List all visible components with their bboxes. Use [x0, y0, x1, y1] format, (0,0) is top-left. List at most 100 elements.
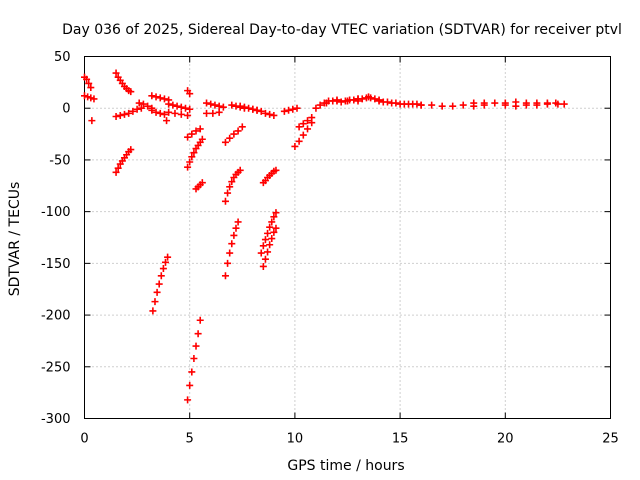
- data-point: [522, 99, 530, 107]
- data-series: [184, 135, 206, 171]
- data-series: [81, 73, 95, 92]
- data-point: [304, 117, 312, 125]
- y-tick-label: -150: [41, 257, 71, 272]
- data-point: [261, 255, 269, 263]
- y-tick-label: -50: [49, 153, 70, 168]
- data-point: [268, 218, 276, 226]
- data-point: [219, 103, 227, 111]
- data-point: [83, 75, 91, 83]
- data-point: [90, 95, 98, 103]
- data-series: [203, 99, 227, 111]
- data-series: [291, 119, 316, 150]
- data-point: [127, 146, 135, 154]
- data-point: [383, 98, 391, 106]
- data-point: [192, 127, 200, 135]
- data-point: [157, 272, 165, 280]
- data-point: [266, 223, 274, 231]
- data-point: [87, 94, 95, 102]
- data-series: [112, 104, 145, 120]
- data-point: [295, 123, 303, 131]
- data-point: [221, 138, 229, 146]
- x-tick-label: 0: [80, 432, 88, 447]
- data-point: [186, 105, 194, 113]
- data-point: [322, 99, 330, 107]
- data-point: [203, 99, 211, 107]
- data-point: [280, 107, 288, 115]
- data-point: [367, 94, 375, 102]
- data-point: [221, 197, 229, 205]
- data-series: [354, 94, 425, 109]
- data-point: [133, 105, 141, 113]
- y-tick-label: -200: [41, 309, 71, 324]
- data-point: [148, 92, 156, 100]
- data-point: [270, 111, 278, 119]
- data-point: [190, 149, 198, 157]
- data-point: [184, 133, 192, 141]
- data-series: [257, 209, 280, 257]
- data-point: [188, 368, 196, 376]
- data-point: [333, 96, 341, 104]
- data-series: [184, 316, 204, 404]
- x-tick-label: 20: [497, 432, 514, 447]
- x-tick-label: 5: [186, 432, 194, 447]
- data-point: [165, 108, 173, 116]
- y-axis-title: SDTVAR / TECUs: [7, 182, 23, 297]
- data-point: [160, 110, 168, 118]
- y-tick-label: 0: [62, 102, 70, 117]
- data-point: [171, 109, 179, 117]
- data-point: [228, 178, 236, 186]
- data-point: [188, 130, 196, 138]
- data-point: [190, 355, 198, 363]
- data-series: [259, 224, 280, 270]
- data-point: [137, 104, 145, 112]
- plot-frame: [84, 56, 611, 419]
- data-series: [148, 92, 173, 104]
- data-series: [192, 179, 206, 193]
- data-point: [270, 213, 278, 221]
- data-point: [160, 95, 168, 103]
- data-point: [236, 102, 244, 110]
- data-point: [543, 99, 551, 107]
- data-point: [224, 259, 232, 267]
- data-point: [215, 102, 223, 110]
- data-series: [165, 108, 192, 119]
- y-tick-label: 50: [54, 50, 71, 65]
- data-point: [417, 101, 425, 109]
- data-point: [337, 98, 345, 106]
- data-point: [155, 280, 163, 288]
- data-point: [470, 99, 478, 107]
- data-series: [184, 125, 204, 141]
- data-point: [112, 168, 120, 176]
- y-tick-label: -250: [41, 360, 71, 375]
- data-point: [392, 99, 400, 107]
- data-point: [209, 109, 217, 117]
- data-point: [152, 93, 160, 101]
- data-point: [226, 249, 234, 257]
- data-point: [312, 104, 320, 112]
- data-point: [344, 97, 351, 105]
- data-point: [234, 218, 242, 226]
- data-point: [266, 241, 274, 249]
- data-point: [188, 153, 196, 161]
- data-point: [87, 84, 95, 92]
- data-point: [186, 90, 194, 98]
- data-series: [112, 69, 135, 96]
- data-point: [112, 69, 120, 77]
- data-point: [173, 102, 181, 110]
- data-point: [156, 109, 164, 117]
- data-series: [221, 218, 242, 280]
- data-series: [148, 106, 168, 118]
- data-point: [81, 92, 88, 100]
- data-point: [116, 111, 124, 119]
- data-point: [289, 105, 297, 113]
- x-tick-label: 25: [602, 432, 619, 447]
- data-point: [293, 104, 301, 112]
- data-point: [198, 135, 206, 143]
- x-tick-label: 10: [287, 432, 304, 447]
- data-point: [177, 110, 185, 118]
- data-point: [112, 112, 120, 120]
- data-point: [162, 258, 170, 266]
- data-point: [164, 253, 172, 261]
- data-point: [196, 125, 204, 133]
- data-point: [127, 88, 135, 96]
